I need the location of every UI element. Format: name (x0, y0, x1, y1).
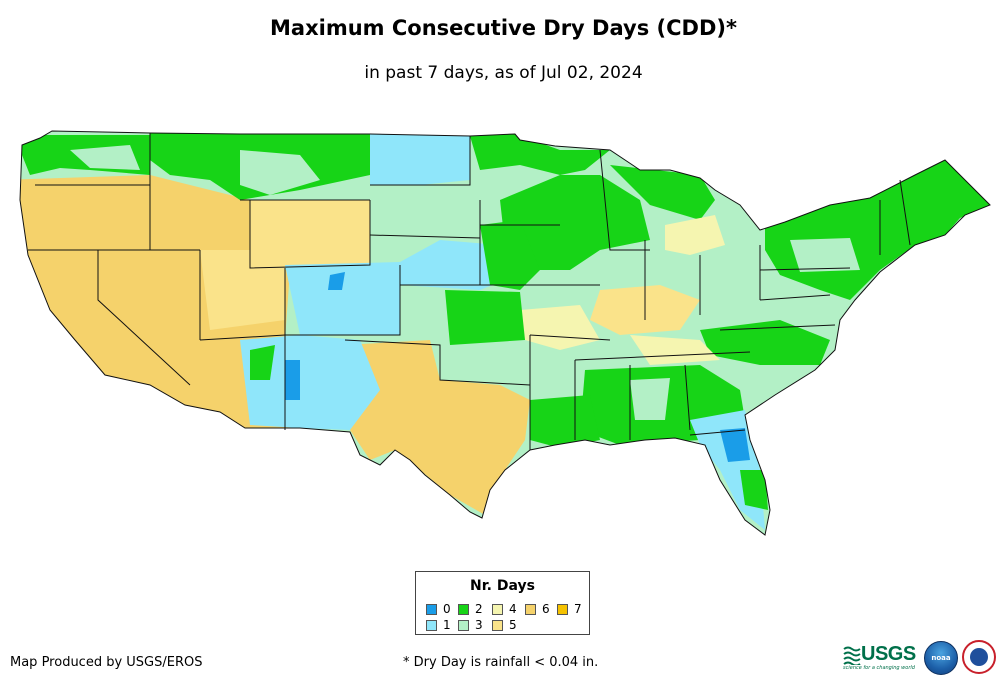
region-2-days-florida-south (740, 470, 768, 510)
border-pa-ny (759, 267, 851, 271)
legend-label-5: 5 (509, 618, 517, 632)
legend: Nr. Days 0 2 4 6 7 1 3 5 (415, 571, 590, 635)
legend-item-4: 4 (492, 603, 517, 615)
border-sd-ne (369, 234, 481, 239)
legend-item-3: 3 (458, 619, 483, 631)
border-al-ga (684, 364, 691, 431)
border-nd (370, 136, 471, 186)
region-1-days-central (285, 240, 505, 335)
legend-label-7: 7 (574, 602, 582, 616)
region-4-days-missouri (520, 305, 600, 350)
usgs-logo: USGS science for a changing world (843, 643, 918, 673)
region-1-days-southwest (240, 335, 380, 430)
legend-item-2: 2 (458, 603, 483, 615)
legend-label-6: 6 (542, 602, 550, 616)
border-ca-nv (97, 250, 191, 386)
region-3-days-penn (790, 238, 860, 272)
map-subtitle: in past 7 days, as of Jul 02, 2024 (364, 63, 643, 83)
legend-swatch-5 (492, 619, 503, 631)
border-mo-ar (529, 334, 611, 341)
border-wy (249, 200, 371, 269)
region-2-days-appalachia (700, 320, 830, 365)
map-title: Maximum Consecutive Dry Days (CDD)* (270, 16, 737, 40)
region-0-days-colorado (328, 272, 345, 290)
legend-swatch-4 (492, 603, 503, 615)
conus-outline (19, 130, 991, 536)
legend-item-5: 5 (492, 619, 517, 631)
border-va-nc (719, 324, 836, 331)
border-wi (599, 149, 650, 251)
legend-item-7: 7 (557, 603, 582, 615)
legend-title: Nr. Days (470, 578, 535, 594)
map-credit: Map Produced by USGS/EROS (10, 655, 203, 670)
legend-item-1: 1 (426, 619, 451, 631)
legend-label-4: 4 (509, 602, 517, 616)
noaa-logo-text: noaa (931, 654, 951, 662)
region-2-days-michigan-up (610, 165, 715, 220)
region-0-days-georgia (720, 428, 750, 462)
usgs-tagline: science for a changing world (843, 665, 915, 671)
legend-label-1: 1 (443, 618, 451, 632)
region-2-days-mn-north (470, 134, 610, 175)
legend-swatch-2 (458, 603, 469, 615)
usgs-wave-icon (843, 646, 861, 665)
legend-swatch-1 (426, 619, 437, 631)
dry-day-footnote: * Dry Day is rainfall < 0.04 in. (403, 655, 599, 670)
region-3-days-montana (240, 150, 320, 195)
region-2-days-northeast (765, 160, 990, 300)
legend-swatch-7 (557, 603, 568, 615)
usgs-logo-text: USGS (861, 643, 916, 665)
region-0-days-new-mexico (285, 360, 300, 400)
border-tn-south (574, 351, 751, 361)
nws-logo-icon (962, 640, 996, 674)
region-3-days-pnw (70, 145, 140, 170)
region-2-days-wisconsin (500, 175, 650, 270)
legend-swatch-3 (458, 619, 469, 631)
legend-swatch-6 (525, 603, 536, 615)
region-2-days-louisiana (530, 395, 600, 448)
legend-item-0: 0 (426, 603, 451, 615)
nws-logo-inner (970, 648, 988, 666)
border-ok-tx (344, 339, 531, 386)
region-2-days-kansas-east (445, 290, 525, 345)
region-5-days-utah (200, 250, 285, 330)
legend-item-6: 6 (525, 603, 550, 615)
legend-swatch-0 (426, 603, 437, 615)
region-4-days-tennessee (630, 335, 720, 365)
border-fl-ga (689, 429, 746, 436)
cdd-regions (20, 131, 990, 535)
border-az-ut (199, 334, 286, 341)
region-4-days-michigan (665, 215, 725, 255)
noaa-logo: noaa (924, 641, 958, 675)
state-borders (19, 130, 991, 536)
legend-label-3: 3 (475, 618, 483, 632)
region-6-days-texas (340, 340, 530, 515)
legend-label-0: 0 (443, 602, 451, 616)
border-nh-me (899, 179, 911, 246)
region-2-days-iowa (480, 220, 540, 290)
region-2-days-arizona (250, 345, 275, 380)
region-3-days-alabama (630, 378, 670, 420)
legend-label-2: 2 (475, 602, 483, 616)
border-co (285, 265, 401, 336)
region-1-days-nd (370, 134, 470, 185)
border-pa-md (759, 294, 831, 301)
